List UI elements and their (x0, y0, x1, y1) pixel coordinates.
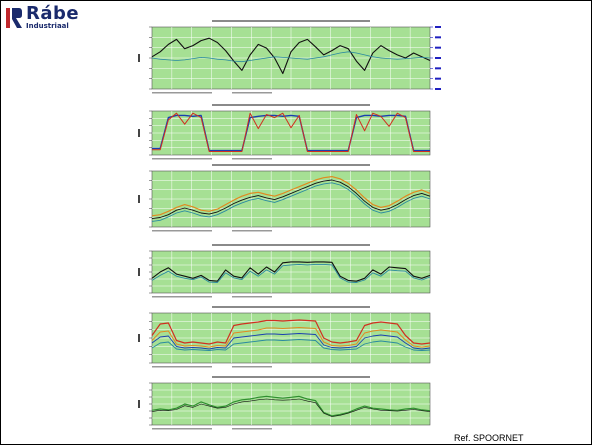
right-axis-label-placeholder (435, 77, 441, 80)
series-line (151, 37, 431, 75)
y-axis-label-placeholder (138, 129, 140, 137)
legend-placeholder (232, 428, 272, 430)
legend-placeholder (232, 230, 272, 232)
legend-placeholder (152, 92, 212, 94)
brand-name: Rábe (26, 3, 80, 24)
right-axis-label-placeholder (435, 67, 441, 70)
panel-title-placeholder (212, 244, 370, 246)
panel-title-placeholder (212, 104, 370, 106)
legend-placeholder (152, 428, 212, 430)
y-axis-label-placeholder (138, 195, 140, 203)
series-line (151, 182, 431, 222)
series-line (151, 398, 431, 417)
legend-placeholder (152, 366, 212, 368)
y-axis-label-placeholder (138, 334, 140, 342)
right-axis-label-placeholder (435, 36, 441, 39)
reference-text: Ref. SPOORNET (454, 433, 524, 443)
series-line (151, 176, 431, 217)
panel-title-placeholder (212, 376, 370, 378)
y-axis-label-placeholder (138, 400, 140, 408)
y-axis-label-placeholder (138, 54, 140, 62)
y-axis-label-placeholder (138, 268, 140, 276)
legend-placeholder (232, 366, 272, 368)
series-line (151, 263, 431, 283)
panel-title-placeholder (212, 306, 370, 308)
series-line (151, 261, 431, 282)
panel-title-placeholder (212, 164, 370, 166)
right-axis-label-placeholder (435, 46, 441, 49)
chart-sheet (138, 20, 441, 430)
legend-placeholder (152, 158, 212, 160)
rabe-logo-mark-icon (6, 8, 22, 28)
series-line (151, 327, 431, 348)
right-axis-label-placeholder (435, 57, 441, 59)
legend-placeholder (232, 296, 272, 298)
legend-placeholder (152, 230, 212, 232)
series-line (151, 179, 431, 220)
series-line (152, 112, 430, 152)
right-axis-label-placeholder (435, 26, 441, 28)
right-axis-label-placeholder (435, 88, 441, 90)
brand-subtitle: Industriaal (26, 22, 69, 30)
series-line (151, 395, 431, 417)
series-line (151, 319, 431, 345)
legend-placeholder (152, 296, 212, 298)
series-line (151, 339, 431, 351)
legend-placeholder (232, 158, 272, 160)
legend-placeholder (232, 92, 272, 94)
series-line (151, 51, 431, 63)
series-line (151, 333, 431, 350)
panel-title-placeholder (212, 20, 370, 22)
